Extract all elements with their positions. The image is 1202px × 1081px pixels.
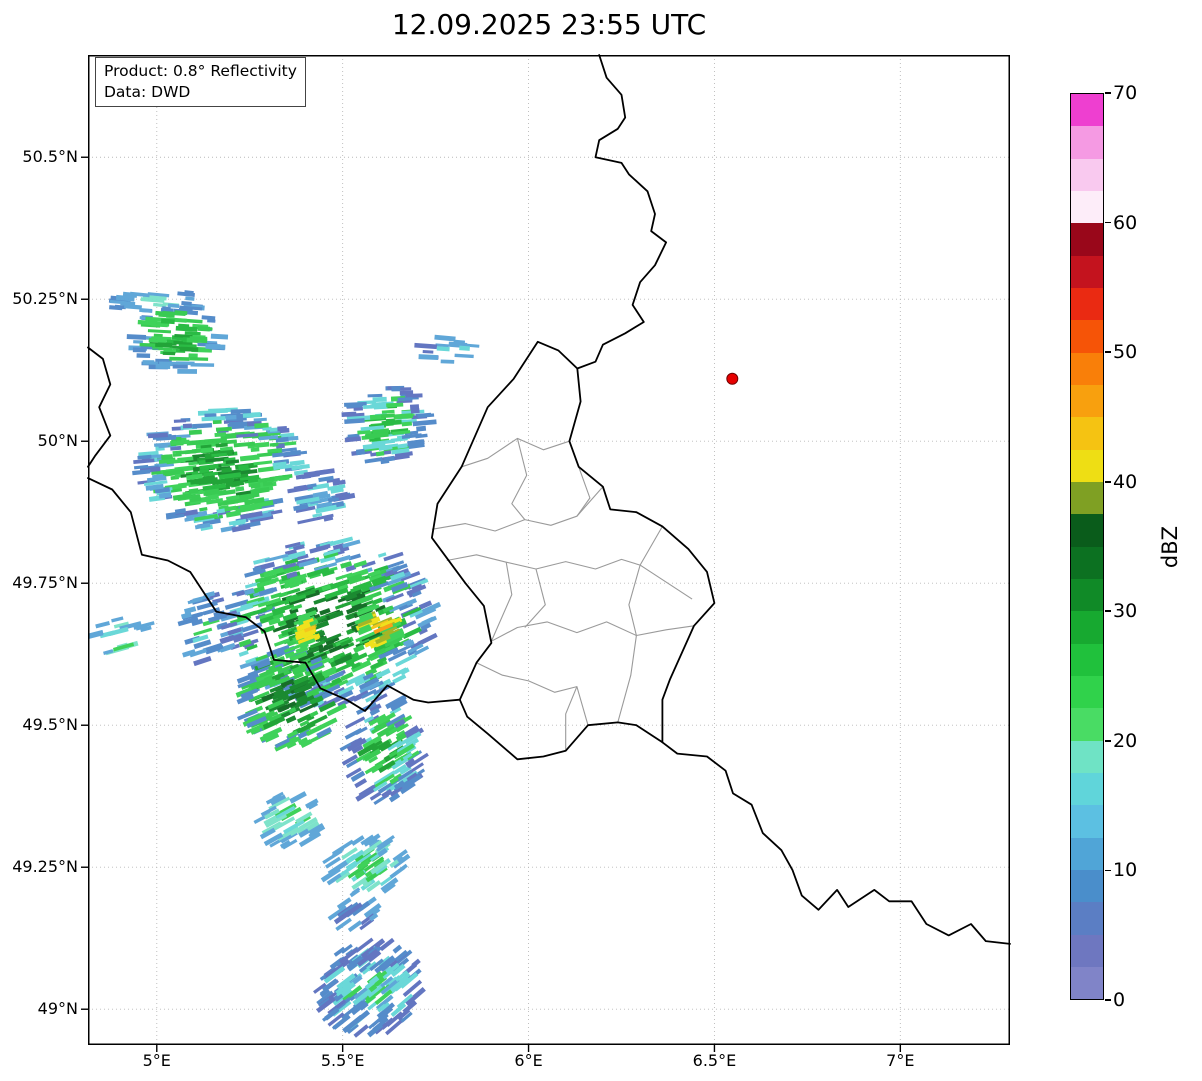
x-tick-label: 5.5°E [320, 1051, 365, 1070]
product-info-line1: Product: 0.8° Reflectivity [104, 62, 297, 80]
colorbar-segment [1071, 223, 1103, 256]
colorbar-tick-label: 50 [1113, 341, 1138, 364]
product-info-line2: Data: DWD [104, 82, 191, 101]
colorbar-tick-label: 60 [1113, 211, 1138, 234]
colorbar-segment [1071, 837, 1103, 870]
colorbar-segment [1071, 158, 1103, 191]
district-borders [431, 437, 695, 751]
colorbar-segment [1071, 417, 1103, 450]
colorbar-segment [1071, 578, 1103, 612]
colorbar-segment [1071, 514, 1103, 547]
y-tick-label: 50.25°N [12, 289, 78, 309]
colorbar-segment [1071, 708, 1103, 741]
colorbar-segment [1071, 902, 1103, 935]
colorbar-tick [1105, 221, 1111, 224]
y-tick-label: 49.75°N [12, 573, 78, 593]
colorbar-segment [1071, 126, 1103, 159]
colorbar-segment [1071, 352, 1103, 385]
colorbar-segment [1071, 611, 1103, 644]
y-tick-label: 49.25°N [12, 857, 78, 877]
colorbar-tick [1105, 610, 1111, 613]
colorbar-tick-label: 30 [1113, 600, 1138, 623]
colorbar-tick [1105, 999, 1111, 1001]
colorbar-segment [1071, 772, 1103, 806]
gridlines [88, 55, 1010, 1045]
colorbar-segment [1071, 255, 1103, 288]
product-info-box: Product: 0.8° Reflectivity Data: DWD [95, 57, 306, 107]
x-tick-label: 7°E [886, 1051, 915, 1070]
colorbar-segment [1071, 934, 1103, 967]
colorbar-tick [1105, 92, 1111, 94]
colorbar-tick [1105, 480, 1111, 483]
country-borders [87, 54, 1011, 945]
colorbar-segment [1071, 740, 1103, 773]
colorbar-tick [1105, 869, 1111, 872]
colorbar-tick-label: 20 [1113, 729, 1138, 752]
y-tick-label: 49°N [37, 999, 78, 1019]
x-tick-label: 6°E [514, 1051, 543, 1070]
axis-ticks [81, 156, 902, 1052]
radar-site-dot [726, 372, 739, 385]
colorbar-segment [1071, 449, 1103, 482]
colorbar-tick-label: 0 [1113, 989, 1126, 1011]
colorbar-tick [1105, 351, 1111, 354]
colorbar-tick-label: 10 [1113, 859, 1138, 882]
colorbar-segment [1071, 675, 1103, 709]
x-tick-label: 6.5°E [692, 1051, 737, 1070]
colorbar-segment [1071, 287, 1103, 321]
colorbar-segment [1071, 481, 1103, 515]
colorbar-segment [1071, 643, 1103, 676]
radar-echoes-layer [88, 290, 480, 1038]
colorbar-segment [1071, 805, 1103, 838]
y-tick-label: 50°N [37, 431, 78, 451]
colorbar-tick-label: 40 [1113, 470, 1138, 493]
colorbar-tick-label: 70 [1113, 82, 1138, 104]
x-tick-label: 5°E [142, 1051, 171, 1070]
colorbar-segment [1071, 546, 1103, 579]
plot-title: 12.09.2025 23:55 UTC [391, 8, 707, 41]
y-tick-label: 50.5°N [22, 147, 78, 167]
colorbar-segment [1071, 384, 1103, 418]
colorbar-segment [1071, 869, 1103, 903]
colorbar [1070, 93, 1104, 1000]
map-frame [88, 55, 1010, 1045]
colorbar-tick [1105, 739, 1111, 742]
colorbar-unit-label: dBZ [1158, 525, 1182, 569]
map-area [81, 54, 1011, 1052]
colorbar-segment [1071, 966, 1103, 1000]
y-tick-label: 49.5°N [22, 715, 78, 735]
colorbar-segment [1071, 190, 1103, 224]
radar-map [81, 54, 1011, 1052]
colorbar-segment [1071, 320, 1103, 353]
colorbar-segment [1071, 94, 1103, 127]
